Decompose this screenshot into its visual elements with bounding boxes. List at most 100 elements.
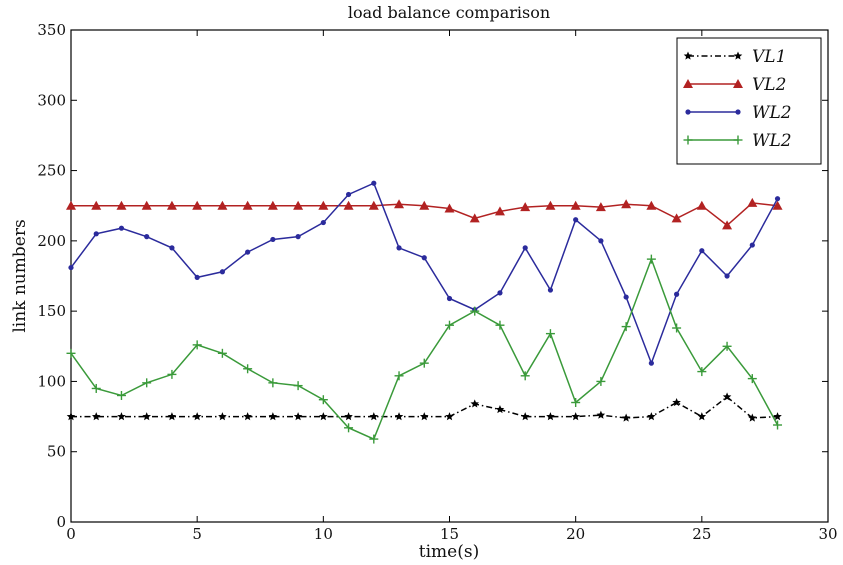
data-point: [68, 264, 74, 271]
x-tick-label: 5: [192, 525, 202, 543]
data-point: [469, 213, 480, 223]
data-point: [674, 291, 680, 297]
data-point: [571, 412, 580, 421]
legend-label: VL1: [752, 47, 786, 67]
legend-marker: [685, 109, 691, 115]
data-point: [699, 248, 705, 254]
data-point: [421, 255, 427, 261]
data-point: [697, 367, 707, 377]
data-point: [192, 340, 202, 350]
y-axis-title: link numbers: [10, 219, 30, 332]
data-point: [217, 200, 228, 210]
data-point: [697, 412, 707, 421]
y-tick-label: 150: [37, 302, 66, 320]
data-point: [91, 412, 101, 421]
data-point: [242, 200, 253, 210]
data-point: [371, 180, 377, 186]
series-0: [66, 392, 782, 422]
data-point: [570, 200, 581, 210]
legend-entry: WL2: [683, 131, 792, 151]
data-point: [268, 412, 278, 421]
data-point: [647, 412, 656, 421]
x-tick-label: 10: [314, 525, 333, 543]
data-point: [142, 378, 152, 388]
data-point: [344, 412, 353, 421]
series-1: [66, 197, 783, 230]
data-point: [722, 392, 732, 401]
legend-marker: [683, 51, 693, 60]
data-point: [396, 245, 402, 251]
data-point: [91, 383, 101, 393]
data-point: [369, 434, 379, 444]
data-point: [268, 378, 278, 388]
data-point: [598, 238, 604, 244]
series-layer: [66, 180, 783, 444]
legend-entry: VL1: [683, 47, 786, 67]
data-point: [623, 294, 629, 300]
legend-label: WL2: [752, 103, 792, 123]
data-point: [192, 412, 202, 421]
data-point: [520, 371, 530, 381]
data-point: [167, 412, 177, 421]
data-point: [368, 200, 379, 210]
data-point: [93, 231, 99, 237]
data-point: [773, 420, 783, 430]
data-point: [470, 399, 480, 408]
series-3: [66, 254, 783, 444]
data-point: [547, 287, 554, 293]
data-point: [444, 203, 455, 213]
data-point: [520, 412, 530, 421]
data-point: [646, 200, 657, 210]
legend-label: VL2: [752, 75, 786, 95]
data-point: [116, 390, 126, 400]
y-tick-label: 50: [47, 443, 66, 461]
data-point: [141, 200, 152, 210]
data-point: [495, 320, 505, 330]
legend: VL1 VL2 WL2 WL2: [676, 37, 822, 165]
data-point: [419, 412, 429, 421]
x-tick-label: 30: [818, 525, 837, 543]
data-point: [446, 295, 453, 302]
data-point: [621, 199, 632, 209]
data-point: [219, 269, 225, 275]
x-tick-label: 25: [692, 525, 711, 543]
data-point: [319, 412, 328, 421]
data-point: [66, 200, 76, 210]
data-point: [596, 376, 606, 386]
data-point: [648, 360, 654, 366]
data-point: [497, 290, 503, 296]
series-line: [70, 256, 779, 441]
y-tick-label: 200: [37, 232, 66, 250]
data-point: [419, 358, 429, 368]
data-point: [142, 412, 151, 421]
x-axis: 0 5 10 15 20 25 30: [66, 30, 838, 543]
x-axis-title: time(s): [419, 542, 479, 562]
data-point: [318, 200, 329, 210]
data-point: [144, 234, 150, 240]
y-tick-label: 100: [37, 372, 66, 390]
data-point: [166, 200, 177, 210]
data-point: [194, 274, 200, 281]
data-point: [293, 381, 303, 391]
data-point: [345, 191, 352, 198]
data-point: [696, 200, 707, 210]
data-point: [520, 202, 531, 212]
legend-box: [676, 37, 822, 165]
data-point: [445, 412, 454, 421]
x-tick-label: 15: [440, 525, 459, 543]
legend-marker: [735, 109, 741, 115]
data-point: [66, 412, 76, 421]
data-point: [749, 242, 755, 248]
data-point: [470, 306, 480, 316]
data-point: [267, 200, 278, 210]
data-point: [243, 364, 253, 374]
data-point: [117, 412, 126, 421]
data-point: [672, 323, 682, 333]
data-point: [445, 320, 454, 330]
data-point: [318, 395, 328, 405]
data-point: [295, 234, 301, 240]
data-point: [522, 245, 528, 251]
series-2: [68, 180, 781, 366]
data-point: [218, 412, 227, 421]
